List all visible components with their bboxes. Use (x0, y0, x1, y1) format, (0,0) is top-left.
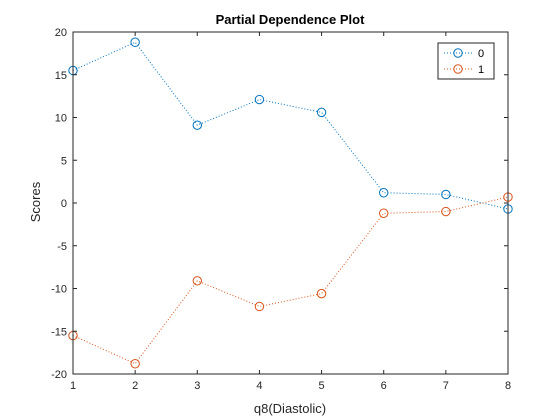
y-tick-label: 15 (55, 70, 67, 82)
data-point-series-0 (379, 188, 389, 198)
x-tick-label: 3 (194, 380, 200, 392)
chart-title: Partial Dependence Plot (216, 12, 365, 27)
x-axis-label: q8(Diastolic) (254, 401, 326, 416)
data-point-series-1 (130, 359, 140, 369)
data-point-series-0 (192, 120, 202, 130)
y-tick-label: 0 (61, 198, 67, 210)
data-point-series-1 (441, 206, 451, 217)
x-tick-label: 2 (132, 380, 138, 392)
y-tick-label: -15 (51, 326, 67, 338)
x-tick-label: 5 (319, 380, 325, 392)
data-point-series-0 (130, 37, 140, 47)
x-tick-label: 6 (381, 380, 387, 392)
data-point-series-0 (254, 94, 265, 105)
legend-box (437, 42, 495, 80)
legend-label-1: 1 (478, 64, 484, 76)
y-tick-label: -20 (51, 369, 67, 381)
x-tick-label: 4 (256, 380, 262, 392)
data-point-series-0 (316, 107, 327, 118)
series-line-1 (72, 196, 509, 365)
data-point-series-1 (316, 288, 327, 299)
data-point-series-1 (379, 208, 389, 218)
y-tick-label: 20 (55, 27, 67, 39)
legend-marker-0 (453, 48, 463, 58)
series-line-0 (72, 41, 509, 210)
legend-marker-1 (453, 64, 463, 74)
y-axis-label: Scores (28, 181, 43, 222)
y-tick-label: 10 (55, 113, 67, 125)
x-tick-label: 1 (70, 380, 76, 392)
y-tick-label: -5 (57, 241, 67, 253)
data-point-series-1 (254, 301, 265, 312)
legend: 01 (437, 42, 495, 80)
legend-label-0: 0 (478, 48, 484, 60)
data-point-series-1 (192, 276, 202, 286)
y-tick-label: -10 (51, 284, 67, 296)
x-tick-label: 8 (505, 380, 511, 392)
y-tick-label: 5 (61, 155, 67, 167)
x-tick-label: 7 (443, 380, 449, 392)
data-point-series-0 (441, 189, 451, 200)
